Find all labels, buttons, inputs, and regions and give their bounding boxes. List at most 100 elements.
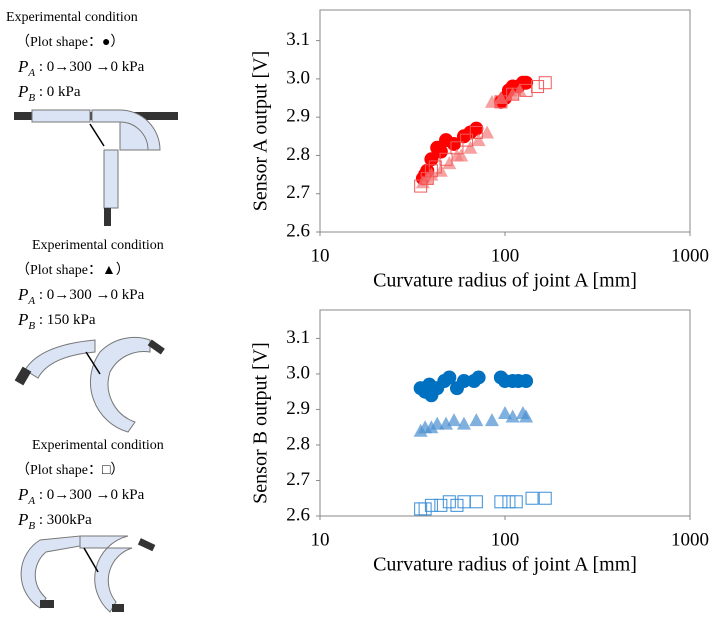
y-tick-label: 2.9 — [286, 398, 310, 419]
point — [493, 91, 508, 105]
point — [469, 121, 484, 136]
point — [424, 498, 438, 512]
point — [498, 406, 512, 419]
condition-title: Experimental condition — [32, 238, 164, 253]
pressure-condition: PB : 300kPa — [17, 510, 92, 532]
point — [414, 502, 428, 516]
point — [519, 75, 534, 90]
y-tick-label: 2.9 — [286, 106, 310, 127]
point — [469, 413, 484, 427]
y-tick-label: 3.1 — [286, 29, 310, 50]
point — [463, 140, 478, 154]
point — [442, 156, 457, 170]
plot-shape: （Plot shape：□） — [16, 462, 124, 478]
point — [424, 152, 439, 167]
diagram-half-bent — [14, 336, 165, 433]
point — [469, 495, 483, 509]
y-axis-label: Sensor A output [V] — [250, 51, 272, 212]
point — [502, 495, 516, 509]
y-tick-label: 3.1 — [286, 327, 310, 348]
pressure-symbol: P — [17, 285, 28, 304]
y-axis-label: Sensor B output [V] — [250, 342, 272, 504]
point — [439, 416, 454, 430]
plot-area — [319, 9, 691, 233]
point — [484, 413, 499, 427]
y-tick-label: 3.0 — [286, 67, 310, 88]
point — [506, 87, 520, 101]
point — [450, 498, 464, 512]
y-tick-label: 2.8 — [286, 144, 310, 165]
point — [434, 498, 448, 512]
pressure-symbol: P — [17, 510, 28, 529]
point — [525, 491, 539, 505]
pressure-value: : 0→300 →0 kPa — [35, 287, 145, 303]
point — [471, 133, 486, 147]
point — [480, 125, 495, 139]
point — [420, 171, 434, 185]
pressure-subscript: A — [27, 295, 35, 307]
point — [509, 495, 523, 509]
x-tick-label: 100 — [491, 245, 520, 266]
point — [428, 160, 442, 174]
point — [439, 152, 453, 166]
point — [469, 125, 483, 139]
plot-shape: （Plot shape：●） — [16, 34, 124, 50]
point — [505, 87, 520, 101]
pressure-subscript: B — [28, 520, 35, 532]
point — [442, 370, 457, 385]
pressure-value: : 150 kPa — [35, 312, 96, 328]
condition-title: Experimental condition — [6, 10, 138, 25]
x-axis-label: Curvature radius of joint A [mm] — [373, 270, 637, 292]
condition-title: Experimental condition — [32, 438, 164, 453]
diagram-straight — [14, 109, 178, 226]
plot-shape: （Plot shape：▲） — [16, 262, 130, 278]
y-tick-label: 2.7 — [286, 469, 310, 490]
y-tick-label: 3.0 — [286, 362, 310, 383]
pressure-subscript: B — [28, 320, 35, 332]
pressure-condition: PA : 0→300 →0 kPa — [17, 57, 145, 79]
point — [460, 133, 474, 147]
point — [519, 83, 533, 97]
point — [505, 409, 520, 423]
pressure-subscript: B — [28, 92, 35, 104]
pressure-symbol: P — [17, 485, 28, 504]
point — [454, 148, 469, 162]
point — [471, 370, 486, 385]
pressure-value: : 0→300 →0 kPa — [35, 59, 145, 75]
pressure-condition: PA : 0→300 →0 kPa — [17, 485, 145, 507]
point — [538, 491, 552, 505]
pressure-condition: PB : 0 kPa — [17, 82, 81, 104]
y-tick-label: 2.8 — [286, 433, 310, 454]
point — [519, 409, 534, 423]
pressure-subscript: A — [27, 495, 35, 507]
point — [494, 495, 508, 509]
point — [456, 374, 471, 389]
pressure-value: : 0→300 →0 kPa — [35, 487, 145, 503]
pressure-symbol: P — [17, 310, 28, 329]
x-tick-label: 10 — [311, 245, 330, 266]
pressure-condition: PA : 0→300 →0 kPa — [17, 285, 145, 307]
point — [457, 495, 471, 509]
x-tick-label: 10 — [311, 529, 330, 550]
point — [430, 416, 445, 430]
point — [456, 416, 471, 430]
point — [424, 420, 439, 434]
pressure-value: : 0 kPa — [35, 84, 81, 100]
point — [424, 167, 439, 181]
y-tick-label: 2.6 — [286, 504, 310, 525]
y-tick-label: 2.6 — [286, 220, 310, 241]
pressure-subscript: A — [27, 67, 35, 79]
pressure-value: : 300kPa — [35, 512, 92, 528]
point — [450, 141, 464, 155]
pressure-condition: PB : 150 kPa — [17, 310, 96, 332]
x-tick-label: 1000 — [671, 529, 709, 550]
point — [446, 413, 461, 427]
point — [414, 179, 428, 193]
point — [494, 95, 508, 109]
pressure-symbol: P — [17, 57, 28, 76]
y-tick-label: 2.7 — [286, 182, 310, 203]
point — [442, 495, 456, 509]
point — [433, 144, 448, 159]
point — [424, 164, 438, 178]
